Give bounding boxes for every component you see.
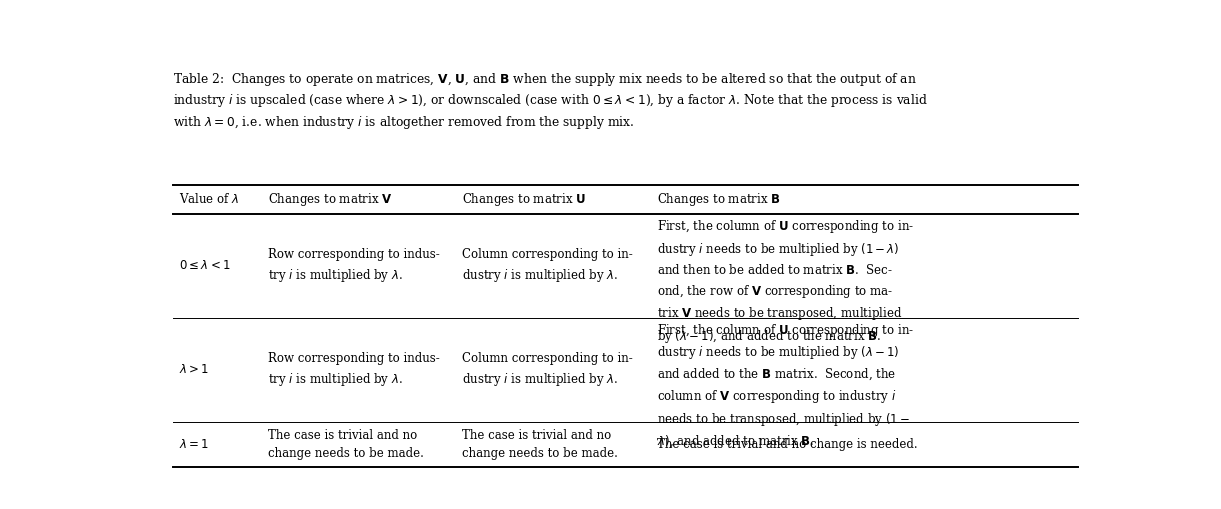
Text: Row corresponding to indus-
try $i$ is multiplied by $\lambda$.: Row corresponding to indus- try $i$ is m… <box>267 352 440 388</box>
Text: $\lambda = 1$: $\lambda = 1$ <box>179 438 209 450</box>
Text: First, the column of $\mathbf{U}$ corresponding to in-
dustry $i$ needs to be mu: First, the column of $\mathbf{U}$ corres… <box>657 218 913 345</box>
Text: industry $i$ is upscaled (case where $\lambda > 1$), or downscaled (case with $0: industry $i$ is upscaled (case where $\l… <box>173 93 928 109</box>
Text: $\lambda > 1$: $\lambda > 1$ <box>179 363 209 376</box>
Text: Changes to matrix $\mathbf{U}$: Changes to matrix $\mathbf{U}$ <box>463 191 586 208</box>
Text: $0 \leq \lambda < 1$: $0 \leq \lambda < 1$ <box>179 260 231 272</box>
Text: Table 2:  Changes to operate on matrices, $\mathbf{V}$, $\mathbf{U}$, and $\math: Table 2: Changes to operate on matrices,… <box>173 71 917 88</box>
Text: with $\lambda = 0$, i.e. when industry $i$ is altogether removed from the supply: with $\lambda = 0$, i.e. when industry $… <box>173 114 635 131</box>
Text: Changes to matrix $\mathbf{V}$: Changes to matrix $\mathbf{V}$ <box>267 191 392 208</box>
Text: Column corresponding to in-
dustry $i$ is multiplied by $\lambda$.: Column corresponding to in- dustry $i$ i… <box>463 352 632 388</box>
Text: The case is trivial and no change is needed.: The case is trivial and no change is nee… <box>657 438 917 450</box>
Text: The case is trivial and no
change needs to be made.: The case is trivial and no change needs … <box>463 429 618 460</box>
Text: The case is trivial and no
change needs to be made.: The case is trivial and no change needs … <box>267 429 424 460</box>
Text: First, the column of $\mathbf{U}$ corresponding to in-
dustry $i$ needs to be mu: First, the column of $\mathbf{U}$ corres… <box>657 322 913 449</box>
Text: Column corresponding to in-
dustry $i$ is multiplied by $\lambda$.: Column corresponding to in- dustry $i$ i… <box>463 248 632 284</box>
Text: Value of $\lambda$: Value of $\lambda$ <box>179 192 239 206</box>
Text: Row corresponding to indus-
try $i$ is multiplied by $\lambda$.: Row corresponding to indus- try $i$ is m… <box>267 248 440 284</box>
Text: Changes to matrix $\mathbf{B}$: Changes to matrix $\mathbf{B}$ <box>657 191 780 208</box>
